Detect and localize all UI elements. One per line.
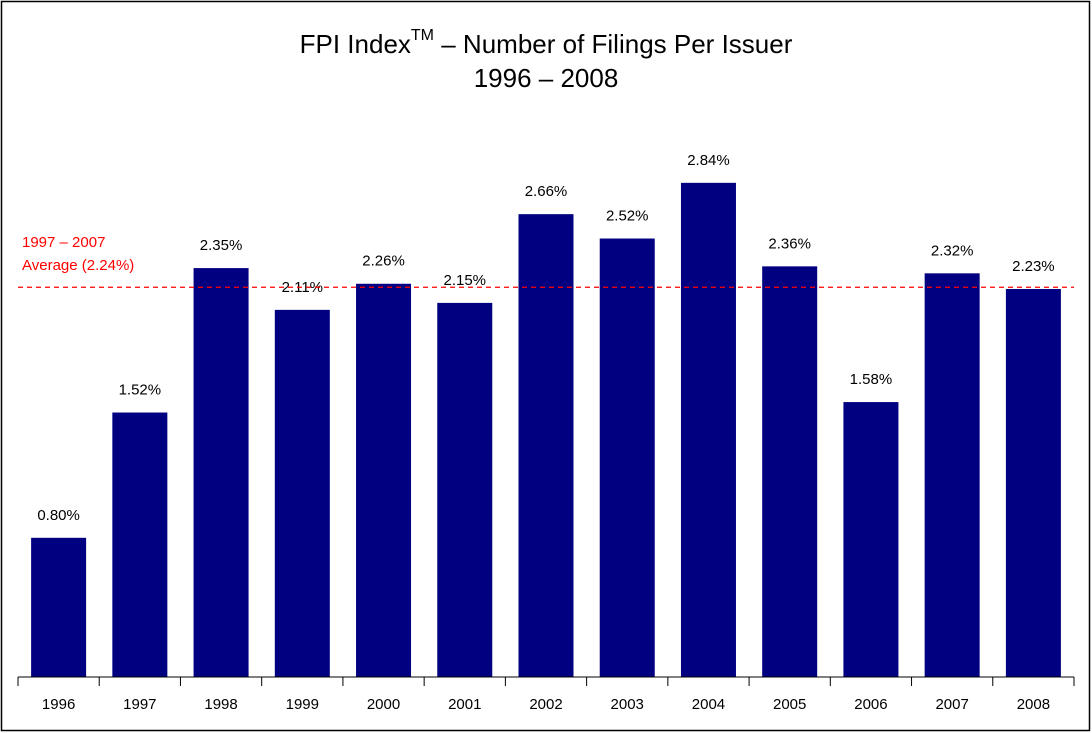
reference-label: 1997 – 2007	[22, 234, 105, 251]
x-tick-label: 2000	[367, 696, 400, 713]
x-tick-label: 2003	[611, 696, 644, 713]
x-tick-label: 1997	[123, 696, 156, 713]
reference-label: Average (2.24%)	[22, 257, 134, 274]
data-label: 2.23%	[1012, 258, 1055, 275]
x-tick-label: 2004	[692, 696, 725, 713]
data-label: 2.15%	[443, 272, 486, 289]
bar	[31, 537, 87, 677]
bar	[1005, 288, 1061, 677]
x-tick-label: 2002	[529, 696, 562, 713]
data-label: 0.80%	[37, 507, 80, 524]
chart-subtitle: 1996 – 2008	[474, 63, 619, 93]
x-tick-label: 2001	[448, 696, 481, 713]
bar	[356, 283, 412, 677]
x-tick-label: 2007	[935, 696, 968, 713]
bar	[518, 214, 574, 677]
bar	[599, 238, 655, 677]
chart-title: FPI IndexTM – Number of Filings Per Issu…	[300, 27, 793, 59]
x-tick-label: 1996	[42, 696, 75, 713]
title-superscript: TM	[411, 27, 434, 44]
data-label: 2.32%	[931, 242, 974, 259]
bar	[762, 266, 818, 677]
x-tick-label: 1998	[204, 696, 237, 713]
x-tick-label: 2008	[1017, 696, 1050, 713]
bar	[924, 273, 980, 677]
data-label: 1.52%	[119, 381, 162, 398]
bar	[680, 182, 736, 677]
bar	[437, 302, 493, 677]
data-label: 2.84%	[687, 152, 730, 169]
x-tick-label: 2006	[854, 696, 887, 713]
data-label: 2.66%	[525, 183, 568, 200]
bar	[843, 402, 899, 677]
data-label: 2.52%	[606, 207, 649, 224]
title-text: FPI Index	[300, 29, 411, 59]
bar	[193, 268, 249, 677]
title-text: – Number of Filings Per Issuer	[434, 29, 793, 59]
x-tick-label: 2005	[773, 696, 806, 713]
data-label: 2.35%	[200, 237, 243, 254]
data-label: 2.11%	[282, 279, 323, 296]
x-tick-label: 1999	[286, 696, 319, 713]
data-label: 2.36%	[768, 235, 811, 252]
data-label: 1.58%	[850, 371, 893, 388]
bar	[112, 412, 168, 677]
data-label: 2.26%	[362, 253, 405, 270]
bar	[274, 309, 330, 677]
